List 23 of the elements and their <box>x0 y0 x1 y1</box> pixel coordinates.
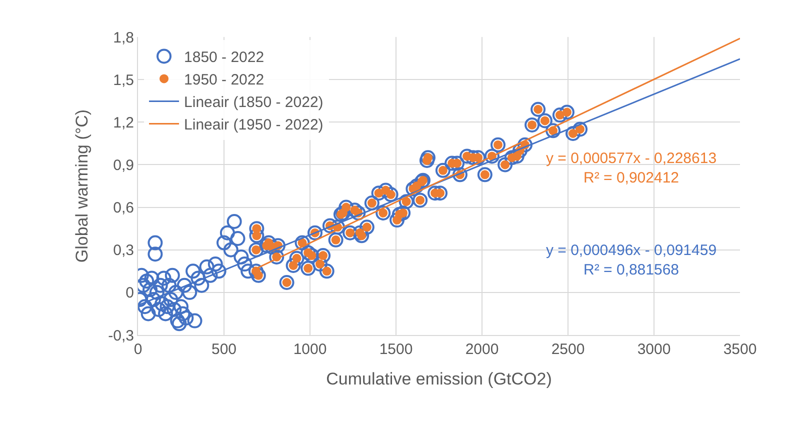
x-tick-label: 1500 <box>379 341 413 358</box>
x-tick-label: 3000 <box>637 341 671 358</box>
y-tick-label: 1,5 <box>113 72 134 89</box>
y-axis-title: Global warming (°C) <box>72 109 92 263</box>
annotation: y = 0,000577x - 0,228613 R² = 0,902412 <box>546 150 717 186</box>
x-tick-label: 2000 <box>465 341 499 358</box>
y-tick-label: 1,2 <box>113 114 134 132</box>
y-tick-label: 1,8 <box>113 29 134 46</box>
x-tick-label: 3500 <box>723 341 757 358</box>
x-tick-label: 1000 <box>293 341 327 358</box>
legend-label: Lineair (1850 - 2022) <box>184 94 324 112</box>
y-tick-label: 0,9 <box>113 156 134 174</box>
annotation: y = 0,000496x - 0,091459 R² = 0,881568 <box>546 242 717 278</box>
y-tick-label: 0,6 <box>113 200 134 217</box>
legend-label: 1850 - 2022 <box>184 49 264 66</box>
x-axis-title: Cumulative emission (GtCO2) <box>326 369 552 388</box>
x-tick-label: 500 <box>211 341 237 358</box>
y-tick-label: 0,3 <box>113 242 134 260</box>
legend-label: 1950 - 2022 <box>184 72 264 89</box>
legend-label: Lineair (1950 - 2022) <box>184 116 324 134</box>
y-tick-label: -0,3 <box>108 327 134 344</box>
y-tick-label: 0 <box>126 284 134 302</box>
x-tick-label: 2500 <box>551 341 585 358</box>
